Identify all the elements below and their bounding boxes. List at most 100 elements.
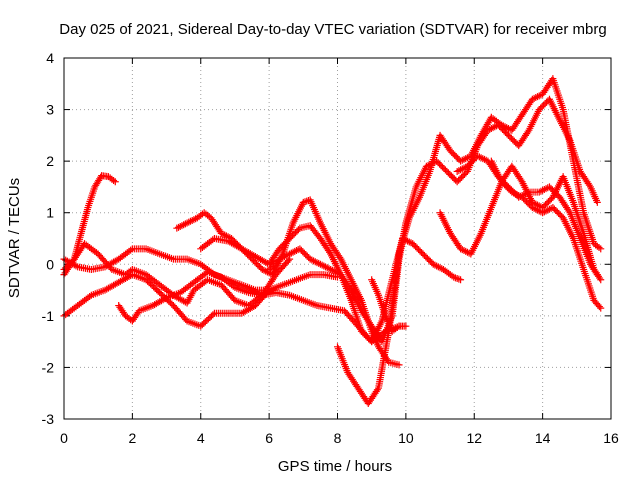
data-point [503,124,511,132]
data-point [455,167,463,175]
data-point [451,274,459,282]
data-point [592,269,600,277]
chart-title: Day 025 of 2021, Sidereal Day-to-day VTE… [59,21,606,38]
data-point [542,207,550,215]
data-point [284,251,292,259]
data-point [320,262,328,270]
series-9 [334,75,605,408]
data-point [161,295,169,303]
data-point [597,276,605,284]
data-point [508,188,516,196]
data-point [523,189,531,197]
data-point [181,220,189,228]
data-point [535,92,543,100]
data-point [544,206,552,214]
data-point [422,162,430,170]
data-point [593,271,601,279]
x-tick-label: 12 [466,430,482,446]
data-point [279,253,287,261]
data-point [537,187,545,195]
data-point [498,121,506,129]
data-point [262,267,270,275]
data-point [308,256,316,264]
data-point [127,246,135,254]
data-point [533,93,541,101]
data-point [281,253,289,261]
data-point [188,216,196,224]
y-tick-label: 2 [46,153,54,169]
data-point [311,258,319,266]
data-point [460,164,468,172]
data-point [326,248,334,256]
data-point [336,253,344,261]
data-point [330,267,338,275]
data-point [282,252,290,260]
data-point [458,165,466,173]
data-point [457,276,465,284]
data-point [532,94,540,102]
data-point [310,257,318,265]
data-point [544,184,552,192]
data-point [539,209,547,217]
data-point [522,190,530,198]
x-axis-label: GPS time / hours [278,458,392,475]
data-point [332,268,340,276]
y-tick-label: -2 [42,359,55,375]
data-point [462,155,470,163]
data-point [328,266,336,274]
data-point [595,244,603,252]
data-point [463,154,471,162]
y-axis-label: SDTVAR / TECUs [6,178,23,298]
data-point [499,122,507,130]
data-point [457,245,465,253]
data-point [72,262,80,270]
data-point [316,260,324,268]
data-point [595,303,603,311]
series-2 [60,245,341,294]
data-point [462,247,470,255]
data-point [501,123,509,131]
data-point [315,259,323,267]
x-tick-label: 4 [197,430,205,446]
data-point [178,222,186,230]
series-13 [368,276,410,335]
data-point [327,265,335,273]
data-point [515,192,523,200]
data-point [532,205,540,213]
data-point [540,208,548,216]
data-point [287,249,295,257]
series-4 [60,240,294,310]
data-point [217,229,225,237]
data-point [517,176,525,184]
data-point [86,293,94,301]
data-point [219,230,227,238]
data-point [322,263,330,271]
data-point [535,188,543,196]
plot-frame [63,57,612,420]
y-tick-label: 1 [46,205,54,221]
data-point [593,198,601,206]
data-point [597,304,605,312]
data-point [404,237,412,245]
data-point [395,361,403,369]
data-point [433,262,441,270]
data-point [318,261,326,269]
data-point [429,260,437,268]
x-tick-label: 2 [128,430,136,446]
data-point [475,153,483,161]
gridlines [64,58,611,419]
data-point [299,198,307,206]
data-point [275,255,283,263]
data-point [434,263,442,271]
data-point [458,246,466,254]
data-point [585,181,593,189]
y-tick-label: 0 [46,256,54,272]
data-point [186,217,194,225]
data-point [260,266,268,274]
data-point [313,259,321,267]
data-point [486,125,494,133]
data-point [513,191,521,199]
data-point [277,254,285,262]
data-point [258,265,266,273]
